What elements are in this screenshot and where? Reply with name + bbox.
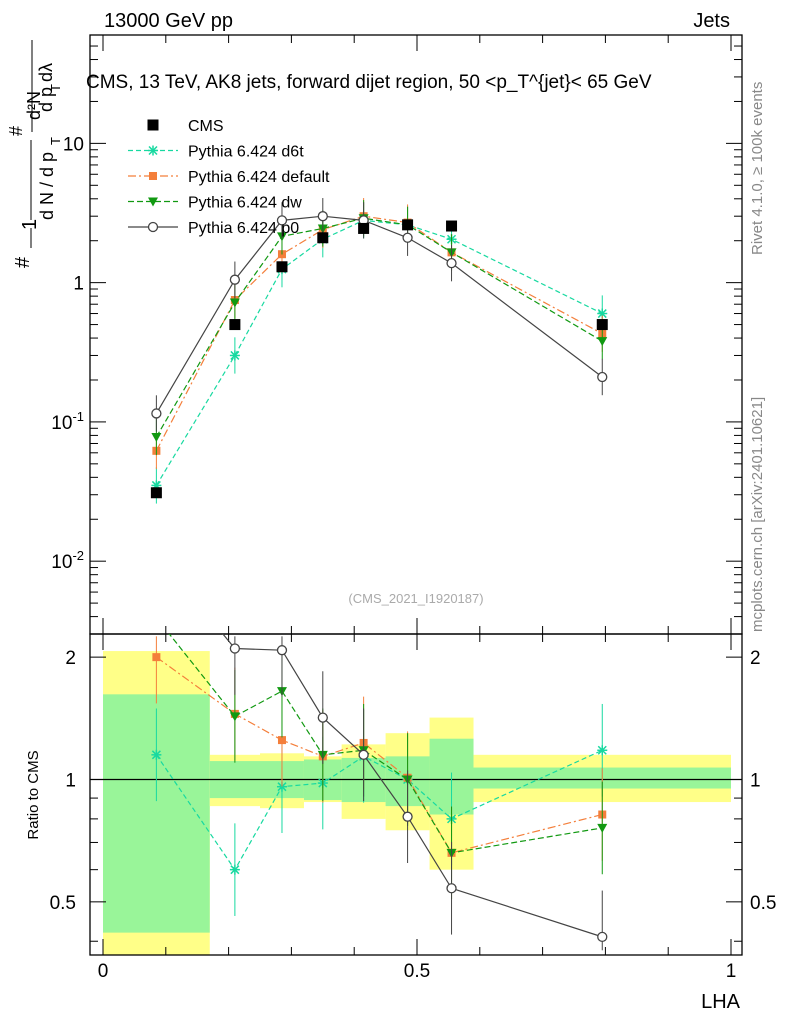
marker-triangle	[148, 197, 158, 207]
ratio-line	[168, 634, 603, 854]
marker-data	[150, 487, 162, 499]
marker-star-stroke	[148, 145, 158, 156]
y-axis-label: # 1 d N / d p T # d²N d p dλ T	[6, 40, 63, 268]
svg-text:#: #	[12, 256, 34, 268]
marker-star-stroke	[597, 309, 607, 319]
marker-circle	[317, 211, 328, 222]
ratio-tick-label: 1	[750, 770, 761, 791]
marker-star	[229, 864, 240, 875]
marker-circle	[597, 371, 608, 383]
svg-text:d N / d p: d N / d p	[37, 152, 57, 220]
marker-square	[149, 172, 157, 180]
side-label-rivet: Rivet 4.1.0, ≥ 100k events	[749, 82, 766, 255]
y-tick-label: 10	[63, 134, 84, 155]
y-tick-label: 10-2	[51, 548, 84, 573]
series-line	[155, 217, 603, 438]
marker-data	[229, 319, 241, 331]
marker-star-stroke	[597, 745, 607, 755]
marker-square	[152, 653, 161, 662]
ratio-tick-label: 2	[65, 648, 76, 669]
marker-triangle	[151, 432, 162, 442]
header-right: Jets	[693, 10, 730, 32]
marker-star-stroke	[230, 350, 240, 360]
ratio-frame	[89, 633, 743, 956]
marker-data	[317, 232, 329, 244]
svg-text:d p dλ: d p dλ	[36, 63, 56, 112]
marker-circle	[597, 931, 608, 943]
watermark: (CMS_2021_I1920187)	[348, 591, 483, 606]
legend: CMS Pythia 6.424 d6t Pythia 6.424 default P…	[128, 118, 330, 237]
ratio-line	[222, 634, 603, 938]
x-axis-label: LHA	[701, 991, 741, 1013]
marker-star	[597, 308, 608, 319]
x-tick-label: 0	[98, 961, 109, 982]
marker-circle	[317, 712, 328, 723]
marker-star	[148, 145, 158, 156]
marker-circle	[229, 274, 241, 285]
marker-square	[277, 736, 286, 745]
marker-data	[276, 261, 288, 273]
ratio-line	[155, 749, 603, 871]
marker-circle	[446, 883, 457, 894]
legend-label: Pythia 6.424 dw	[188, 195, 302, 212]
side-label-mcplots: mcplots.cern.ch [arXiv:2401.10621]	[749, 397, 766, 632]
legend-label: Pythia 6.424 d6t	[188, 144, 304, 161]
svg-text:d²N: d²N	[24, 91, 44, 120]
marker-circle	[402, 232, 413, 243]
ratio-tick-label: 2	[750, 648, 761, 669]
chart-title: CMS, 13 TeV, AK8 jets, forward dijet reg…	[86, 72, 652, 93]
marker-triangle	[597, 823, 608, 833]
y-tick-label: 10-1	[51, 409, 84, 434]
marker-circle	[229, 643, 241, 654]
ratio-ylabel: Ratio to CMS	[25, 750, 42, 839]
legend-label: Pythia 6.424 default	[188, 169, 330, 186]
marker-circle	[147, 221, 159, 233]
svg-text:T: T	[48, 137, 63, 145]
svg-text:1: 1	[19, 219, 41, 230]
marker-star	[276, 781, 287, 792]
marker-circle	[151, 408, 162, 419]
marker-triangle	[229, 298, 240, 308]
marker-star-stroke	[151, 750, 161, 760]
marker-data	[596, 319, 608, 331]
marker-circle	[276, 645, 288, 656]
series-line	[155, 219, 603, 486]
svg-text:#: #	[6, 126, 26, 136]
marker-star	[151, 749, 162, 760]
marker-circle	[358, 749, 369, 760]
marker-data	[358, 222, 370, 234]
marker-circle	[402, 811, 413, 822]
marker-triangle	[597, 337, 608, 347]
marker-circle	[276, 215, 288, 226]
series-line	[155, 215, 603, 414]
marker-data	[147, 119, 159, 131]
marker-star	[597, 745, 608, 756]
marker-data	[446, 220, 458, 232]
x-tick-label: 0.5	[404, 961, 430, 982]
marker-triangle	[229, 712, 240, 722]
series-line	[155, 215, 603, 452]
legend-label: Pythia 6.424 p0	[188, 220, 299, 237]
marker-circle	[446, 258, 457, 269]
svg-text:T: T	[48, 84, 63, 92]
header-left: 13000 GeV pp	[104, 10, 233, 32]
ratio-tick-label: 1	[65, 770, 76, 791]
marker-star	[229, 350, 240, 361]
y-tick-label: 1	[73, 274, 84, 295]
marker-data	[402, 219, 414, 231]
ratio-tick-label: 0.5	[750, 893, 776, 914]
ratio-tick-label: 0.5	[50, 893, 76, 914]
ratio-panel: 0 0.5 1 0.5 0.5 1 1 2 2	[50, 633, 776, 982]
x-tick-label: 1	[726, 961, 737, 982]
marker-star-stroke	[277, 782, 287, 792]
legend-label: CMS	[188, 118, 224, 135]
marker-star-stroke	[230, 865, 240, 875]
main-panel: 10-2 10-1 1 10	[51, 34, 743, 635]
